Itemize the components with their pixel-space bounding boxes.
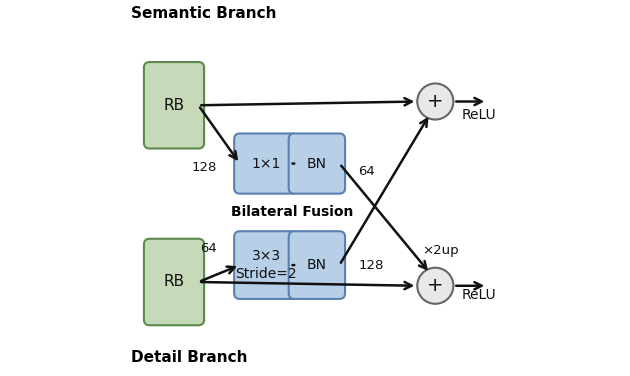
Text: 3×3: 3×3 — [251, 249, 281, 263]
Text: Semantic Branch: Semantic Branch — [131, 6, 277, 21]
Text: 64: 64 — [358, 165, 375, 177]
FancyBboxPatch shape — [144, 239, 204, 325]
Text: BN: BN — [307, 156, 327, 171]
Text: ×2up: ×2up — [423, 244, 459, 256]
FancyBboxPatch shape — [234, 133, 298, 194]
Text: 128: 128 — [358, 259, 384, 271]
Text: Stride=2: Stride=2 — [236, 267, 297, 282]
Text: +: + — [427, 276, 444, 295]
Text: Bilateral Fusion: Bilateral Fusion — [231, 205, 353, 220]
Text: Detail Branch: Detail Branch — [131, 350, 247, 365]
Circle shape — [417, 83, 454, 120]
Text: RB: RB — [163, 274, 185, 290]
Text: 1×1: 1×1 — [251, 156, 281, 171]
Text: 64: 64 — [200, 242, 217, 255]
Text: +: + — [427, 92, 444, 111]
FancyBboxPatch shape — [144, 62, 204, 149]
Text: RB: RB — [163, 98, 185, 113]
Text: BN: BN — [307, 258, 327, 272]
FancyBboxPatch shape — [289, 231, 345, 299]
Text: ReLU: ReLU — [462, 288, 496, 302]
Text: ReLU: ReLU — [462, 108, 496, 122]
Circle shape — [417, 268, 454, 304]
FancyBboxPatch shape — [289, 133, 345, 194]
Text: 128: 128 — [192, 161, 217, 174]
FancyBboxPatch shape — [234, 231, 298, 299]
